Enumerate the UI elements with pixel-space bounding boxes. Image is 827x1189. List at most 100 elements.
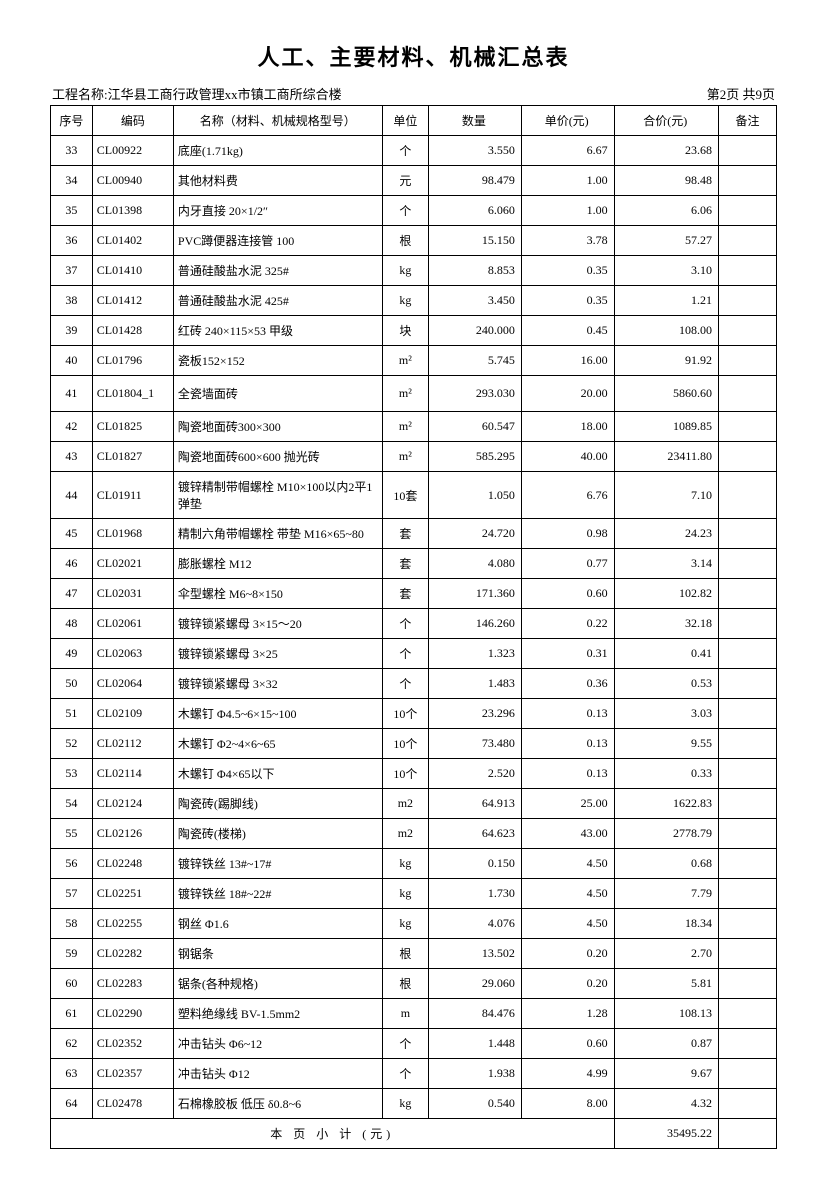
cell-unit: m2 xyxy=(382,819,428,849)
cell-remark xyxy=(718,376,776,412)
cell-name: 普通硅酸盐水泥 425# xyxy=(173,286,382,316)
cell-unit: 10个 xyxy=(382,759,428,789)
cell-qty: 6.060 xyxy=(429,196,522,226)
cell-price: 0.77 xyxy=(521,549,614,579)
table-row: 34CL00940其他材料费元98.4791.0098.48 xyxy=(51,166,777,196)
cell-remark xyxy=(718,412,776,442)
table-row: 43CL01827陶瓷地面砖600×600 抛光砖m²585.29540.002… xyxy=(51,442,777,472)
cell-total: 1622.83 xyxy=(614,789,718,819)
cell-total: 0.33 xyxy=(614,759,718,789)
cell-price: 0.60 xyxy=(521,579,614,609)
cell-seq: 50 xyxy=(51,669,93,699)
cell-price: 16.00 xyxy=(521,346,614,376)
cell-price: 4.50 xyxy=(521,909,614,939)
cell-qty: 8.853 xyxy=(429,256,522,286)
cell-remark xyxy=(718,519,776,549)
cell-remark xyxy=(718,166,776,196)
table-row: 52CL02112木螺钉 Φ2~4×6~6510个73.4800.139.55 xyxy=(51,729,777,759)
cell-total: 7.79 xyxy=(614,879,718,909)
cell-remark xyxy=(718,472,776,519)
cell-unit: 个 xyxy=(382,1059,428,1089)
table-row: 58CL02255钢丝 Φ1.6kg4.0764.5018.34 xyxy=(51,909,777,939)
cell-unit: 套 xyxy=(382,549,428,579)
table-row: 56CL02248镀锌铁丝 13#~17#kg0.1504.500.68 xyxy=(51,849,777,879)
table-row: 59CL02282钢锯条根13.5020.202.70 xyxy=(51,939,777,969)
cell-unit: m² xyxy=(382,346,428,376)
cell-code: CL00922 xyxy=(92,136,173,166)
cell-remark xyxy=(718,849,776,879)
cell-seq: 46 xyxy=(51,549,93,579)
cell-code: CL02021 xyxy=(92,549,173,579)
cell-total: 23411.80 xyxy=(614,442,718,472)
page-title: 人工、主要材料、机械汇总表 xyxy=(50,40,777,72)
cell-total: 6.06 xyxy=(614,196,718,226)
header-row: 工程名称:江华县工商行政管理xx市镇工商所综合楼 第2页 共9页 xyxy=(50,84,777,103)
cell-total: 18.34 xyxy=(614,909,718,939)
cell-qty: 0.150 xyxy=(429,849,522,879)
cell-code: CL02283 xyxy=(92,969,173,999)
table-row: 40CL01796瓷板152×152m²5.74516.0091.92 xyxy=(51,346,777,376)
table-row: 53CL02114木螺钉 Φ4×65以下10个2.5200.130.33 xyxy=(51,759,777,789)
cell-name: PVC蹲便器连接管 100 xyxy=(173,226,382,256)
cell-seq: 51 xyxy=(51,699,93,729)
cell-code: CL02031 xyxy=(92,579,173,609)
cell-qty: 73.480 xyxy=(429,729,522,759)
cell-seq: 35 xyxy=(51,196,93,226)
cell-code: CL01412 xyxy=(92,286,173,316)
cell-remark xyxy=(718,789,776,819)
cell-unit: 套 xyxy=(382,579,428,609)
cell-unit: m² xyxy=(382,376,428,412)
cell-code: CL01804_1 xyxy=(92,376,173,412)
table-row: 49CL02063镀锌锁紧螺母 3×25个1.3230.310.41 xyxy=(51,639,777,669)
cell-unit: 个 xyxy=(382,669,428,699)
cell-price: 8.00 xyxy=(521,1089,614,1119)
cell-seq: 42 xyxy=(51,412,93,442)
cell-qty: 240.000 xyxy=(429,316,522,346)
table-row: 38CL01412普通硅酸盐水泥 425#kg3.4500.351.21 xyxy=(51,286,777,316)
cell-price: 0.45 xyxy=(521,316,614,346)
cell-unit: 套 xyxy=(382,519,428,549)
cell-qty: 29.060 xyxy=(429,969,522,999)
col-header-seq: 序号 xyxy=(51,106,93,136)
cell-remark xyxy=(718,579,776,609)
cell-remark xyxy=(718,346,776,376)
cell-name: 冲击钻头 Φ6~12 xyxy=(173,1029,382,1059)
cell-remark xyxy=(718,256,776,286)
cell-price: 4.99 xyxy=(521,1059,614,1089)
cell-total: 9.67 xyxy=(614,1059,718,1089)
cell-unit: m2 xyxy=(382,789,428,819)
cell-unit: 个 xyxy=(382,1029,428,1059)
cell-name: 膨胀螺栓 M12 xyxy=(173,549,382,579)
cell-code: CL02357 xyxy=(92,1059,173,1089)
cell-total: 108.13 xyxy=(614,999,718,1029)
subtotal-remark xyxy=(718,1119,776,1149)
cell-seq: 44 xyxy=(51,472,93,519)
project-label: 工程名称:江华县工商行政管理xx市镇工商所综合楼 xyxy=(52,84,342,103)
cell-total: 4.32 xyxy=(614,1089,718,1119)
cell-code: CL02061 xyxy=(92,609,173,639)
cell-price: 20.00 xyxy=(521,376,614,412)
cell-price: 0.13 xyxy=(521,699,614,729)
cell-name: 瓷板152×152 xyxy=(173,346,382,376)
cell-remark xyxy=(718,1029,776,1059)
cell-remark xyxy=(718,729,776,759)
cell-price: 18.00 xyxy=(521,412,614,442)
cell-qty: 4.080 xyxy=(429,549,522,579)
cell-code: CL01968 xyxy=(92,519,173,549)
cell-seq: 54 xyxy=(51,789,93,819)
cell-code: CL02352 xyxy=(92,1029,173,1059)
cell-code: CL02112 xyxy=(92,729,173,759)
cell-price: 0.35 xyxy=(521,286,614,316)
cell-unit: 个 xyxy=(382,609,428,639)
cell-seq: 37 xyxy=(51,256,93,286)
cell-code: CL02109 xyxy=(92,699,173,729)
cell-name: 木螺钉 Φ4×65以下 xyxy=(173,759,382,789)
cell-code: CL01825 xyxy=(92,412,173,442)
cell-name: 伞型螺栓 M6~8×150 xyxy=(173,579,382,609)
cell-seq: 61 xyxy=(51,999,93,1029)
cell-seq: 41 xyxy=(51,376,93,412)
cell-code: CL01410 xyxy=(92,256,173,286)
cell-name: 木螺钉 Φ2~4×6~65 xyxy=(173,729,382,759)
cell-name: 内牙直接 20×1/2″ xyxy=(173,196,382,226)
col-header-unit: 单位 xyxy=(382,106,428,136)
